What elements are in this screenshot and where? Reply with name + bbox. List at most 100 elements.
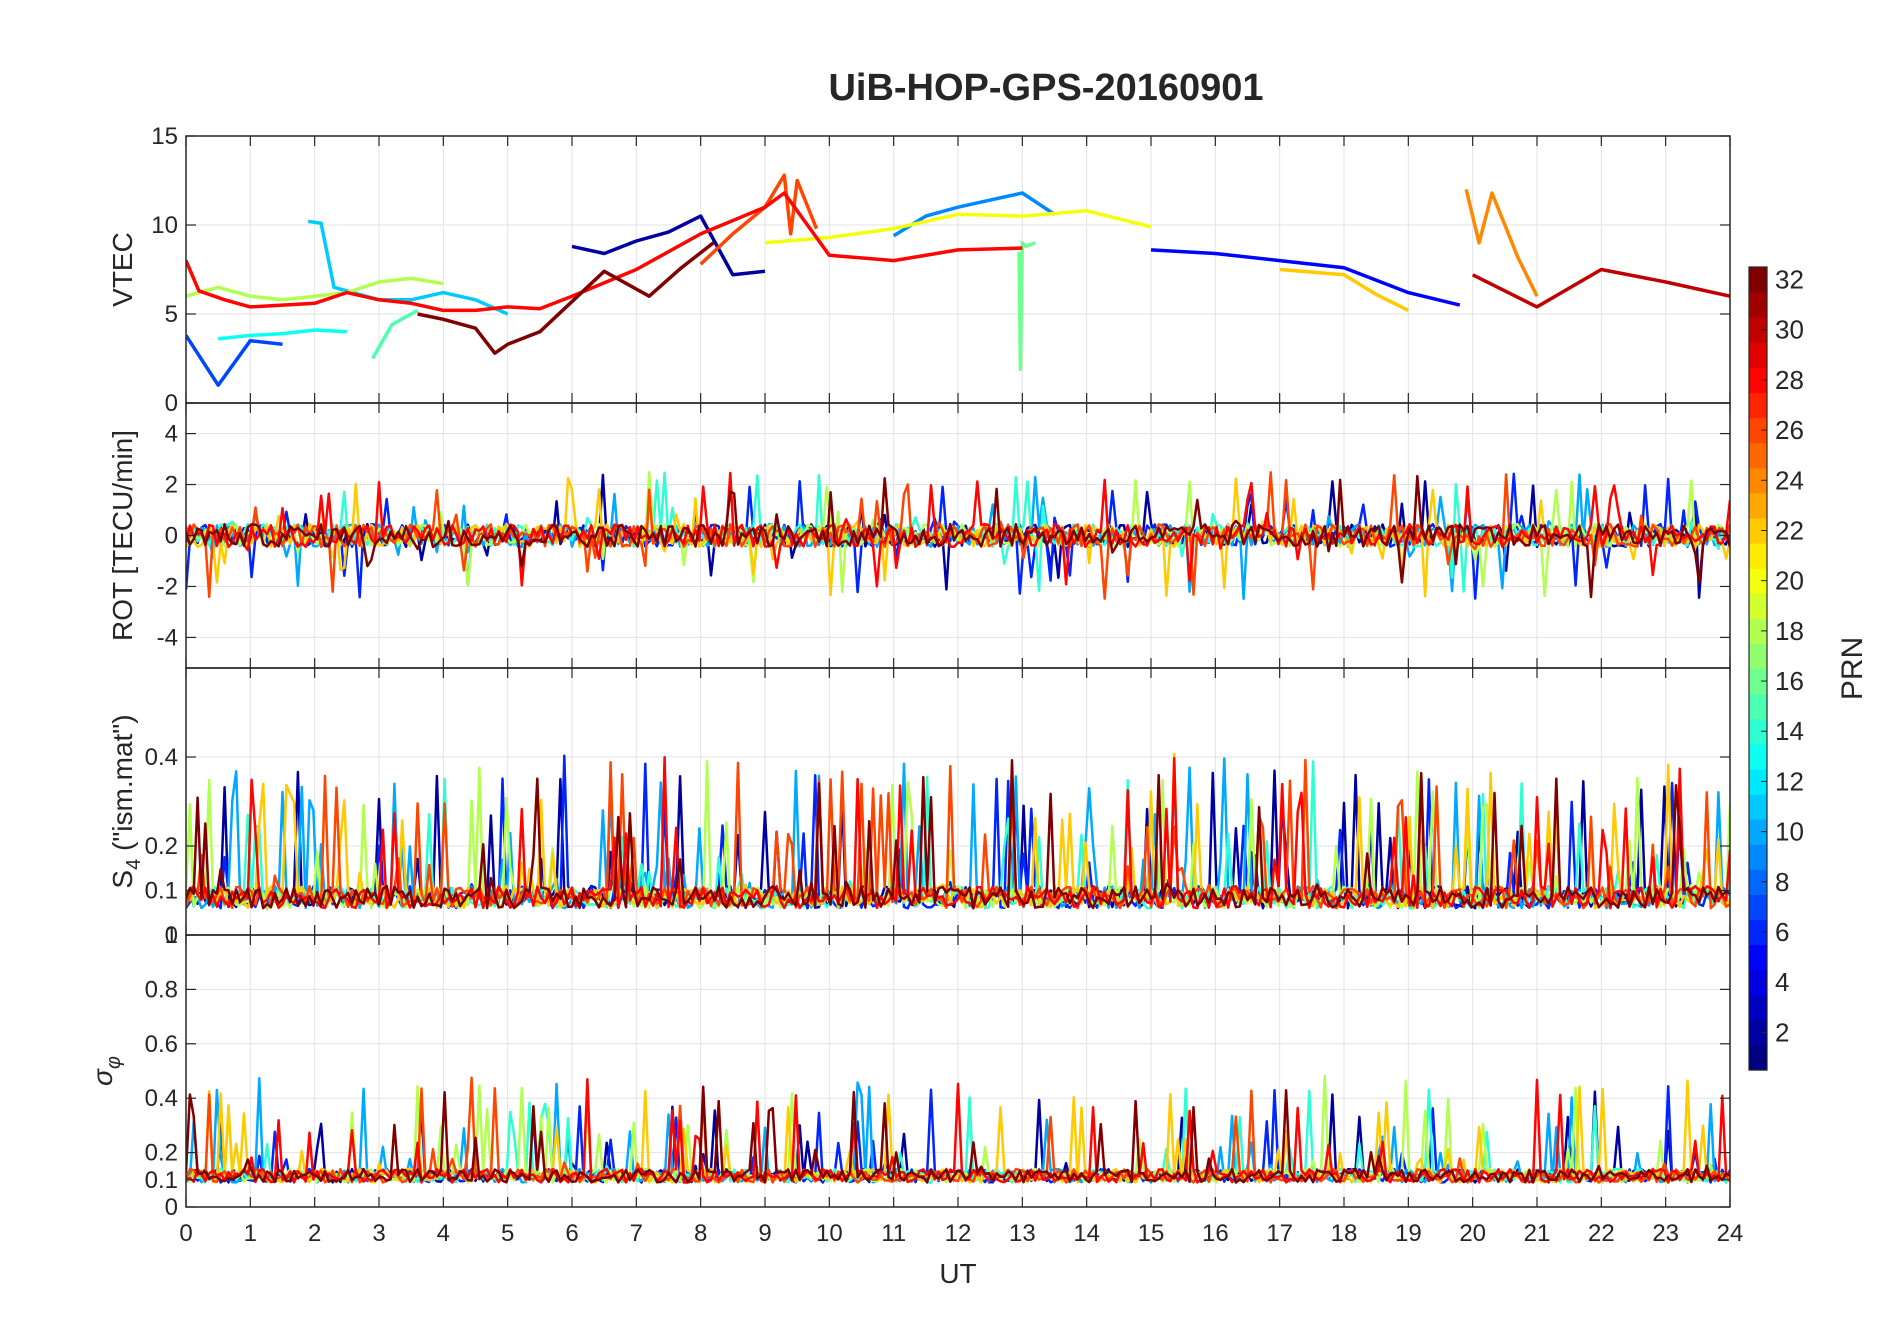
colorbar-step xyxy=(1749,768,1767,795)
colorbar-tick-label: 28 xyxy=(1775,365,1804,395)
colorbar-step xyxy=(1749,492,1767,519)
series-line-prn-9 xyxy=(892,191,1056,238)
colorbar-step xyxy=(1749,442,1767,469)
y-axis-label: ROT [TECU/min] xyxy=(107,430,138,641)
series-group xyxy=(186,752,1730,910)
y-tick-label: 0.2 xyxy=(145,1140,178,1167)
series-line-prn-20 xyxy=(764,209,1152,245)
y-tick-label: 1 xyxy=(165,922,178,949)
colorbar-step xyxy=(1749,1019,1767,1046)
x-tick-label: 3 xyxy=(372,1220,385,1247)
panel-4: 0 1 2 3 4 5 6 7 8 9 10 11 12 13 14 15 16 17 18 19 20 21 22 23 24… xyxy=(87,922,1743,1247)
colorbar-step xyxy=(1749,317,1767,343)
colorbar-step xyxy=(1749,969,1767,996)
y-tick-label: 5 xyxy=(165,301,178,328)
series-line-prn-18 xyxy=(186,276,444,302)
colorbar-step xyxy=(1749,292,1767,318)
x-tick-label: 8 xyxy=(694,1220,707,1247)
series-line-prn-7 xyxy=(186,334,283,387)
x-tick-label: 24 xyxy=(1717,1220,1744,1247)
chart-title: UiB-HOP-GPS-20160901 xyxy=(828,67,1263,109)
x-tick-label: 1 xyxy=(244,1220,257,1247)
colorbar-step xyxy=(1749,568,1767,594)
series-group xyxy=(186,173,1730,387)
colorbar-tick-label: 18 xyxy=(1775,616,1804,646)
colorbar-tick-label: 22 xyxy=(1775,515,1804,545)
x-tick-label: 7 xyxy=(630,1220,643,1247)
series-line-prn-28 xyxy=(186,191,1023,313)
x-tick-label: 12 xyxy=(945,1220,972,1247)
y-tick-label: -4 xyxy=(157,624,178,651)
panel-3: 0 0.1 0.2 0.4S4 ("ism.mat") xyxy=(107,667,1731,949)
y-tick-label: 0.6 xyxy=(145,1031,178,1058)
series-line-prn-2 xyxy=(571,214,766,277)
x-tick-label: 21 xyxy=(1524,1220,1551,1247)
series-line-prn-16 xyxy=(1017,241,1036,371)
colorbar-step xyxy=(1749,869,1767,895)
y-tick-label: 15 xyxy=(151,123,178,150)
colorbar-tick-label: 2 xyxy=(1775,1017,1789,1047)
y-tick-label: 0.2 xyxy=(145,833,178,860)
colorbar-step xyxy=(1749,944,1767,971)
y-tick-label: 0 xyxy=(165,1194,178,1221)
x-tick-label: 14 xyxy=(1073,1220,1100,1247)
colorbar-step xyxy=(1749,1044,1767,1071)
colorbar-step xyxy=(1749,342,1767,368)
series-line-prn-32 xyxy=(186,759,1730,910)
colorbar-step xyxy=(1749,994,1767,1021)
y-axis-label: σφ xyxy=(87,1056,125,1086)
colorbar-tick-label: 12 xyxy=(1775,766,1804,796)
y-tick-label: 0.4 xyxy=(145,1085,178,1112)
series-line-prn-5 xyxy=(1150,248,1461,307)
y-tick-label: 2 xyxy=(165,472,178,499)
x-tick-label: 17 xyxy=(1266,1220,1293,1247)
colorbar-tick-label: 16 xyxy=(1775,666,1804,696)
x-tick-label: 2 xyxy=(308,1220,321,1247)
x-tick-label: 15 xyxy=(1138,1220,1165,1247)
y-axis-label: VTEC xyxy=(107,232,138,307)
colorbar-step xyxy=(1749,618,1767,644)
series-line-prn-28 xyxy=(186,755,1730,910)
panel-2: -4 -2 0 2 4 ROT [TECU/min] xyxy=(107,402,1731,669)
colorbar-tick-label: 30 xyxy=(1775,315,1804,345)
colorbar-tick-label: 6 xyxy=(1775,917,1789,947)
series-line-prn-22 xyxy=(1279,267,1410,312)
y-tick-label: 0.8 xyxy=(145,976,178,1003)
series-line-prn-32 xyxy=(186,474,1730,599)
y-axis-label: S4 ("ism.mat") xyxy=(107,714,145,888)
colorbar-label: PRN xyxy=(1836,637,1869,700)
x-tick-label: 0 xyxy=(179,1220,192,1247)
colorbar-step xyxy=(1749,668,1767,695)
x-tick-label: 22 xyxy=(1588,1220,1615,1247)
x-tick-label: 4 xyxy=(437,1220,450,1247)
y-tick-label: -2 xyxy=(157,573,178,600)
colorbar-tick-label: 14 xyxy=(1775,716,1804,746)
colorbar-step xyxy=(1749,367,1767,394)
x-tick-label: 19 xyxy=(1395,1220,1422,1247)
colorbar-step xyxy=(1749,417,1767,444)
colorbar-tick-label: 26 xyxy=(1775,415,1804,445)
x-tick-label: 10 xyxy=(816,1220,843,1247)
colorbar-step xyxy=(1749,819,1767,845)
series-group xyxy=(186,1074,1730,1184)
y-tick-label: 0 xyxy=(165,390,178,417)
x-tick-label: 11 xyxy=(881,1220,906,1247)
colorbar-tick-label: 24 xyxy=(1775,465,1804,495)
x-tick-label: 18 xyxy=(1331,1220,1358,1247)
colorbar-step xyxy=(1749,543,1767,569)
colorbar-step xyxy=(1749,793,1767,820)
series-line-prn-24 xyxy=(1464,188,1539,297)
series-line-prn-32 xyxy=(417,241,715,355)
x-tick-label: 6 xyxy=(565,1220,578,1247)
series-line-prn-32 xyxy=(186,1085,1730,1184)
y-tick-label: 10 xyxy=(151,212,178,239)
x-tick-label: 9 xyxy=(758,1220,771,1247)
colorbar-tick-label: 8 xyxy=(1775,867,1789,897)
series-line-prn-13 xyxy=(218,328,347,341)
series-group xyxy=(186,471,1730,601)
colorbar-tick-label: 20 xyxy=(1775,566,1804,596)
y-tick-label: 0.4 xyxy=(145,744,178,771)
